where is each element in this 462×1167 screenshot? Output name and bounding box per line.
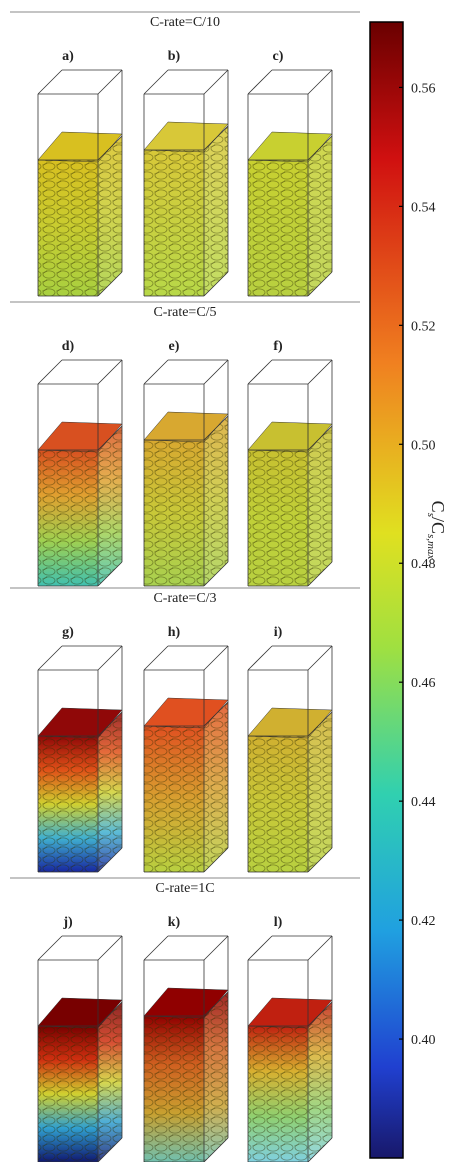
box-edge bbox=[248, 646, 272, 670]
row-title: C-rate=C/10 bbox=[150, 15, 220, 30]
colorbar-tick-label: 0.56 bbox=[411, 81, 436, 96]
colorbar bbox=[370, 22, 403, 1158]
colorbar-label-part: /C bbox=[428, 517, 448, 534]
panel-label: j) bbox=[62, 915, 73, 930]
particle-texture bbox=[38, 736, 98, 872]
particle-texture bbox=[144, 726, 204, 872]
particle-texture bbox=[248, 450, 308, 586]
colorbar-tick-label: 0.54 bbox=[411, 200, 436, 215]
panel-label: e) bbox=[169, 339, 180, 354]
box-edge bbox=[98, 360, 122, 384]
box-edge bbox=[248, 70, 272, 94]
box-edge bbox=[98, 70, 122, 94]
colorbar-tick-label: 0.40 bbox=[411, 1033, 436, 1048]
box-edge bbox=[98, 936, 122, 960]
particle-texture bbox=[248, 736, 308, 872]
colorbar-label: Cs/Cs,max bbox=[425, 501, 448, 560]
box-edge bbox=[38, 360, 62, 384]
panel-label: g) bbox=[62, 625, 74, 640]
particle-texture bbox=[144, 440, 204, 586]
particle-texture bbox=[204, 416, 228, 586]
particle-texture bbox=[308, 136, 332, 296]
box-edge bbox=[308, 646, 332, 670]
panel-label: f) bbox=[273, 339, 283, 354]
figure: C-rate=C/10 a) b) c) C-rate=C/5 d) e) f) C-rate=… bbox=[0, 0, 462, 1162]
row-title: C-rate=1C bbox=[155, 881, 214, 896]
box-edge bbox=[144, 70, 168, 94]
colorbar-tick-label: 0.48 bbox=[411, 557, 436, 572]
box-edge bbox=[38, 70, 62, 94]
colorbar-tick-label: 0.44 bbox=[411, 795, 436, 810]
box-edge bbox=[144, 360, 168, 384]
particle-texture bbox=[204, 126, 228, 296]
box-edge bbox=[308, 360, 332, 384]
panel-label: i) bbox=[274, 625, 283, 640]
particle-texture bbox=[248, 160, 308, 296]
box-edge bbox=[204, 936, 228, 960]
box-edge bbox=[98, 646, 122, 670]
particle-texture bbox=[308, 712, 332, 872]
particle-texture bbox=[98, 712, 122, 872]
panel-label: b) bbox=[168, 49, 181, 64]
panel-label: a) bbox=[62, 49, 74, 64]
particle-texture bbox=[38, 1026, 98, 1162]
particle-texture bbox=[144, 150, 204, 296]
particle-texture bbox=[38, 160, 98, 296]
box-edge bbox=[38, 646, 62, 670]
particle-texture bbox=[38, 450, 98, 586]
box-edge bbox=[144, 646, 168, 670]
panel-label: l) bbox=[274, 915, 283, 930]
box-edge bbox=[308, 936, 332, 960]
box-edge bbox=[38, 936, 62, 960]
particle-texture bbox=[98, 426, 122, 586]
colorbar-tick-label: 0.50 bbox=[411, 438, 436, 453]
panel-label: h) bbox=[168, 625, 181, 640]
particle-texture bbox=[308, 1002, 332, 1162]
particle-texture bbox=[248, 1026, 308, 1162]
colorbar-tick-label: 0.42 bbox=[411, 914, 436, 929]
panel-label: c) bbox=[273, 49, 284, 64]
colorbar-tick-label: 0.46 bbox=[411, 676, 436, 691]
particle-texture bbox=[308, 426, 332, 586]
particle-texture bbox=[98, 136, 122, 296]
particle-texture bbox=[144, 1016, 204, 1162]
colorbar-tick-label: 0.52 bbox=[411, 319, 436, 334]
particle-texture bbox=[204, 992, 228, 1162]
box-edge bbox=[308, 70, 332, 94]
colorbar-label-part: s,max bbox=[425, 534, 437, 559]
box-edge bbox=[204, 360, 228, 384]
panel-label: k) bbox=[168, 915, 181, 930]
row-title: C-rate=C/3 bbox=[153, 591, 216, 606]
particle-texture bbox=[204, 702, 228, 872]
box-edge bbox=[204, 646, 228, 670]
box-edge bbox=[248, 936, 272, 960]
box-edge bbox=[144, 936, 168, 960]
box-edge bbox=[204, 70, 228, 94]
particle-texture bbox=[98, 1002, 122, 1162]
panel-label: d) bbox=[62, 339, 75, 354]
box-edge bbox=[248, 360, 272, 384]
colorbar-label-part: C bbox=[428, 501, 448, 513]
row-title: C-rate=C/5 bbox=[153, 305, 216, 320]
